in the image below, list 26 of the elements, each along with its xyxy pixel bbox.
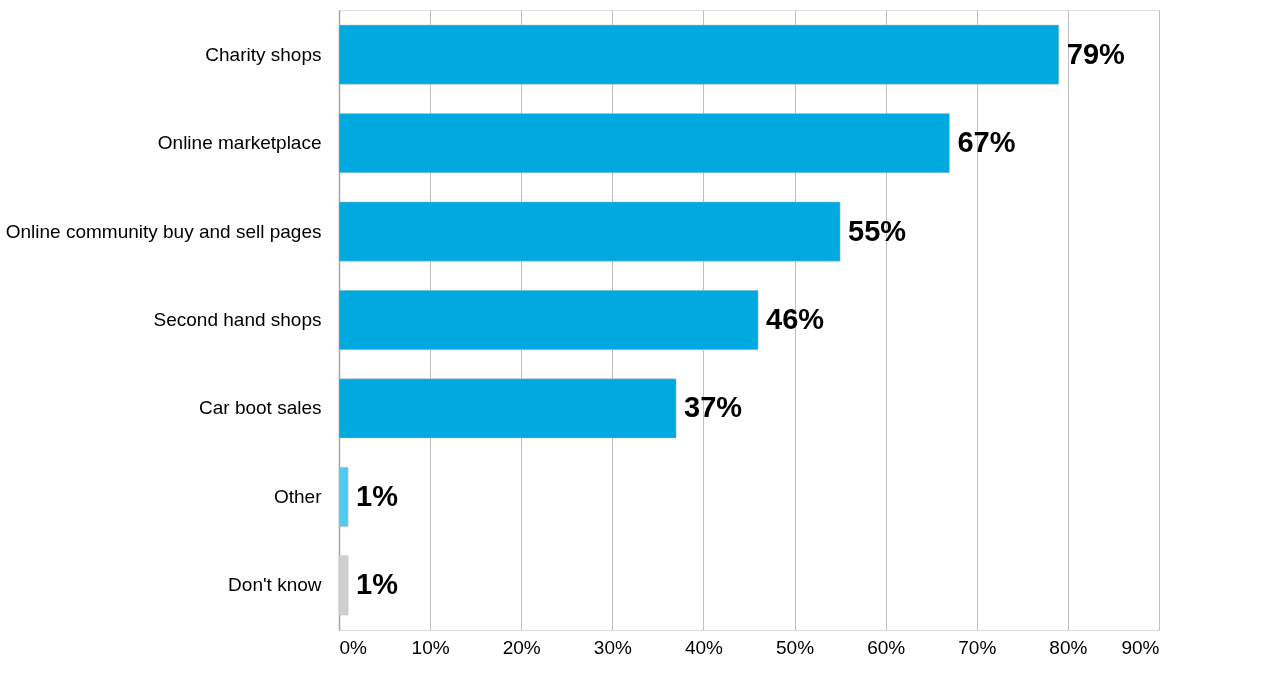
y-tick-label: Second hand shops	[153, 309, 322, 330]
x-tick-label: 30%	[593, 636, 632, 658]
bar	[338, 467, 349, 527]
x-tick-label: 90%	[1121, 636, 1160, 658]
y-tick-label: Charity shops	[205, 43, 322, 65]
data-label: 46%	[766, 303, 825, 335]
y-tick-label: Other	[273, 485, 323, 507]
x-tick-label: 70%	[958, 636, 997, 658]
data-label: 67%	[957, 126, 1016, 159]
x-tick-label: 50%	[776, 636, 815, 658]
data-label: 1%	[356, 479, 399, 512]
x-tick-label: 60%	[867, 636, 906, 658]
data-label: 1%	[356, 568, 399, 601]
bar	[338, 555, 349, 616]
x-tick-label: 0%	[339, 636, 368, 658]
y-tick-label: Don't know	[228, 574, 322, 596]
data-label: 79%	[1066, 37, 1126, 70]
data-label: 55%	[848, 214, 907, 247]
data-label: 37%	[684, 391, 743, 424]
x-tick-label: 20%	[502, 636, 541, 658]
y-tick-label: Online community buy and sell pages	[5, 220, 322, 242]
x-tick-label: 40%	[684, 636, 724, 658]
x-tick-label: 10%	[411, 636, 450, 658]
y-tick-label: Online marketplace	[157, 132, 322, 154]
x-tick-label: 80%	[1049, 636, 1088, 658]
y-tick-label: Car boot sales	[198, 397, 322, 419]
